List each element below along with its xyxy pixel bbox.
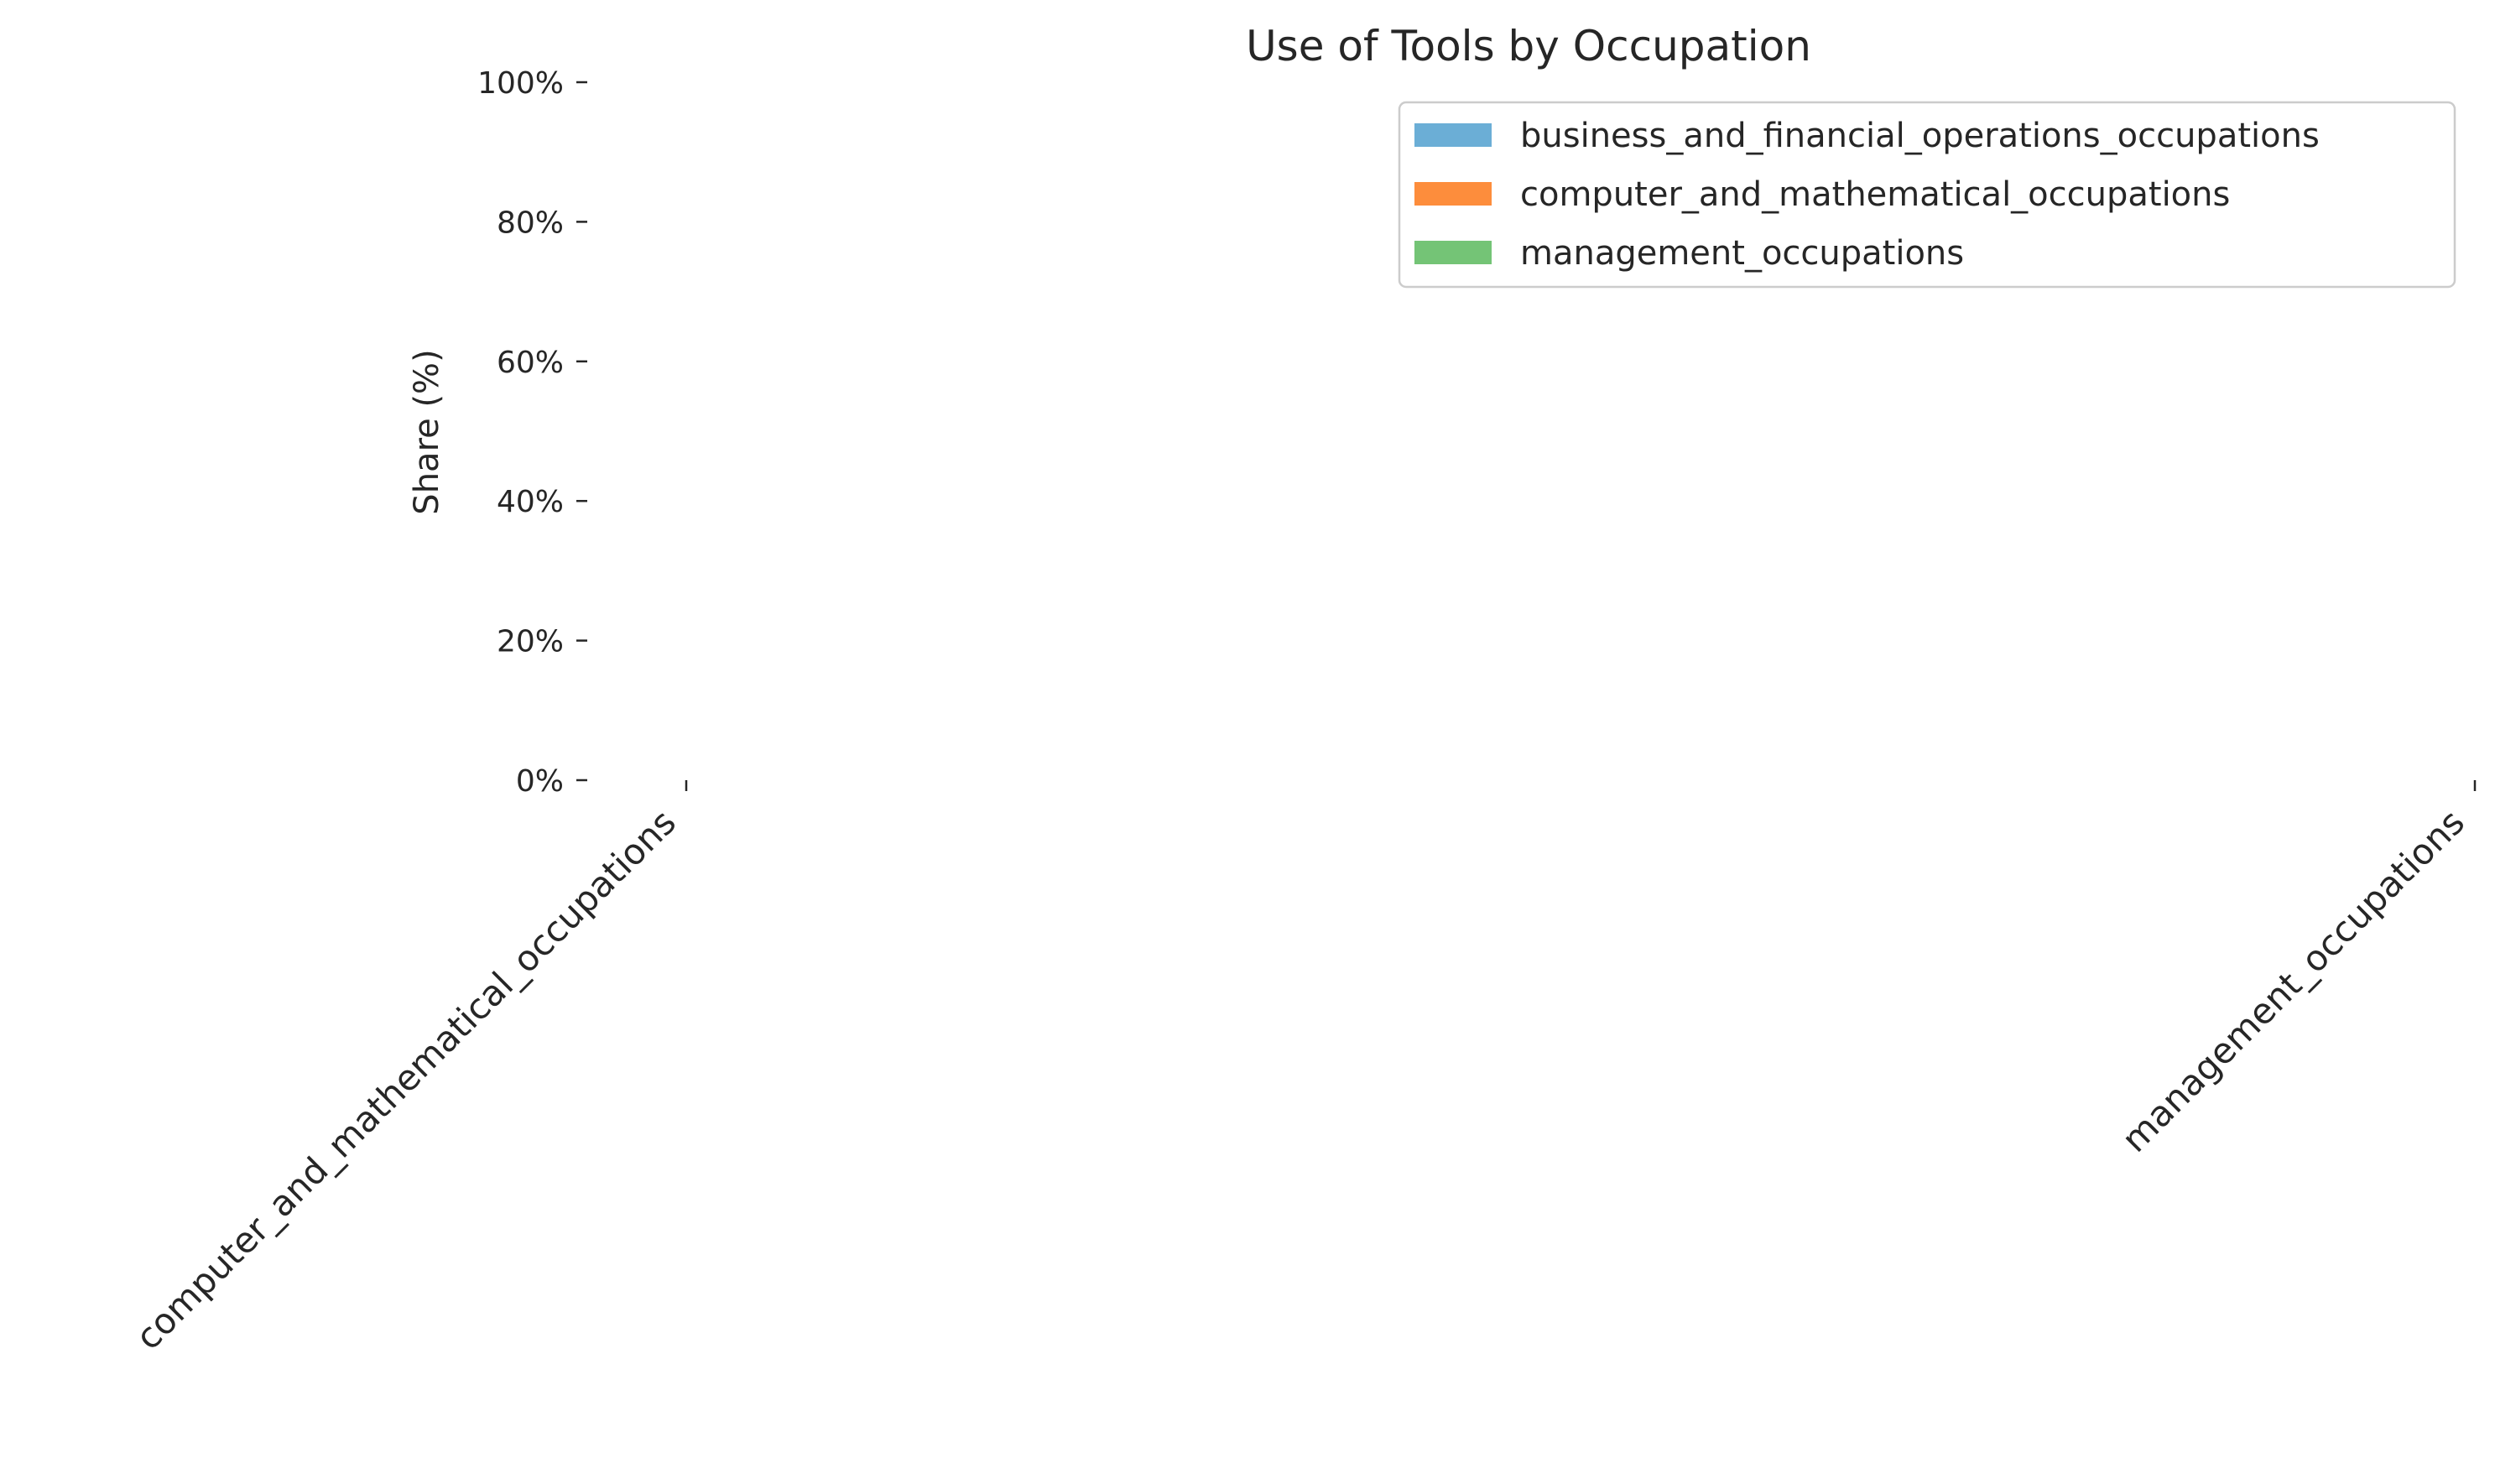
y-tick-label: 40% [497,485,564,519]
y-tick-label: 20% [497,625,564,659]
legend-swatch [1414,241,1492,264]
y-tick-label: 80% [497,206,564,240]
y-tick-label: 60% [497,346,564,380]
legend-swatch [1414,123,1492,147]
chart-title: Use of Tools by Occupation [1246,22,1811,70]
legend-items: business_and_financial_operations_occupa… [1414,117,2320,273]
x-tick-label: management_occupations [2114,801,2473,1160]
legend: business_and_financial_operations_occupa… [1398,101,2456,289]
y-axis: 0% 20% 40% 60% 80% 100% [477,66,587,799]
legend-label: business_and_financial_operations_occupa… [1520,117,2320,155]
legend-swatch [1414,182,1492,206]
x-tick-label: computer_and_mathematical_occupations [128,801,684,1357]
legend-label: computer_and_mathematical_occupations [1520,175,2230,214]
legend-frame [1398,101,2456,289]
y-tick-label: 0% [516,764,564,799]
x-axis: computer_and_mathematical_occupations man… [128,780,2477,1357]
y-tick-label: 100% [477,66,564,101]
legend-label: management_occupations [1520,234,1964,273]
y-axis-label: Share (%) [408,349,446,514]
